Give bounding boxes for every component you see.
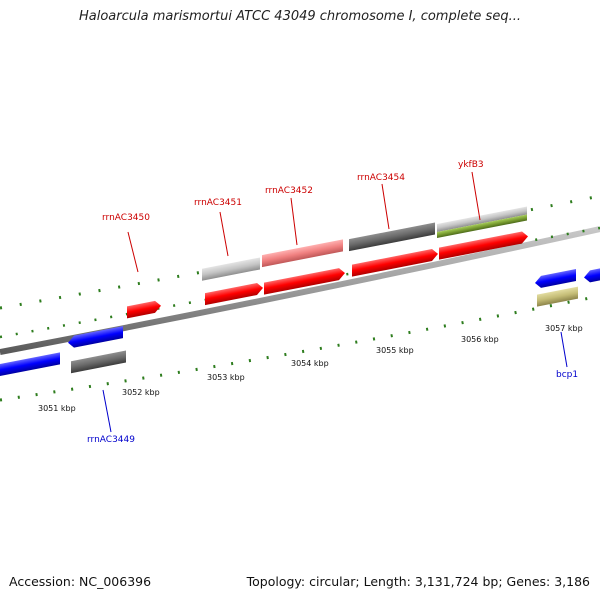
position-label: 3055 kbp [376,346,414,355]
position-label: 3056 kbp [461,335,499,344]
leader-bcp1 [560,331,568,368]
accession-text: Accession: NC_006396 [9,574,152,589]
position-label: 3052 kbp [122,388,160,397]
position-label: 3053 kbp [207,373,245,382]
label-rrnAC3452[interactable]: rrnAC3452 [265,186,313,196]
cog-bar-rrnAC3449 [71,350,126,374]
cog-bar-ykfB3-olive [437,214,527,239]
gene-rrnAC3454-arrow[interactable] [439,230,528,260]
leader-rrnAC3449 [102,389,112,433]
gene-rrnAC3449-arrow[interactable] [68,326,123,349]
position-label: 3054 kbp [291,359,329,368]
position-label: 3057 kbp [545,324,583,333]
label-rrnAC3451[interactable]: rrnAC3451 [194,198,242,208]
map-title: Haloarcula marismortui ATCC 43049 chromo… [79,9,521,24]
genome-summary-text: Topology: circular; Length: 3,131,724 bp… [246,574,590,589]
label-ykfB3[interactable]: ykfB3 [458,160,484,170]
ruler-lower-track [0,294,600,402]
leader-rrnAC3451 [219,211,229,257]
leader-ykfB3 [471,171,481,221]
cog-bar-bcp1 [537,286,578,307]
gene-rrnAC3452-arrow[interactable] [264,267,345,295]
leader-rrnAC3454 [381,183,390,230]
label-bcp1[interactable]: bcp1 [556,370,578,380]
position-label: 3051 kbp [38,404,76,413]
gene-rrnAC3448-arrow[interactable] [0,352,60,376]
leader-rrnAC3452 [290,197,298,246]
leader-rrnAC3450 [127,231,139,273]
label-rrnAC3450[interactable]: rrnAC3450 [102,213,150,223]
cog-bar-rrnAC3452 [262,239,343,268]
label-rrnAC3449[interactable]: rrnAC3449 [87,435,135,445]
gene-bcp1-arrow[interactable] [535,269,576,289]
gene-rrnAC3451-arrow[interactable] [205,282,263,306]
gene-rrnAC3450-arrow[interactable] [127,300,161,319]
gene-rrnAC3453-arrow[interactable] [352,248,438,277]
cog-bar-ykfB3-gray [437,206,527,233]
label-rrnAC3454[interactable]: rrnAC3454 [357,173,405,183]
gene-next-arrow[interactable] [584,268,600,283]
cog-bar-rrnAC3453 [349,222,435,252]
cog-bar-rrnAC3451 [202,257,260,281]
